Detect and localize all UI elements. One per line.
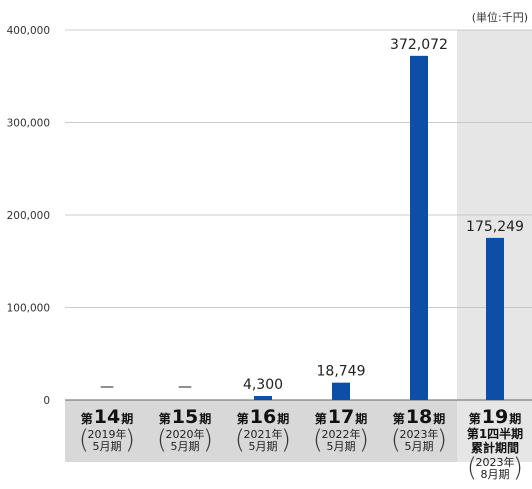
value-label: 175,249: [466, 219, 524, 235]
paren-right: ): [359, 425, 369, 455]
bar: [254, 396, 272, 400]
y-tick-label: 300,000: [7, 118, 50, 130]
category-title: 第18期: [393, 406, 445, 428]
paren-right: ): [437, 425, 447, 455]
category-month: 5月期: [405, 440, 434, 453]
value-label: 4,300: [243, 377, 283, 393]
paren-left: (: [391, 425, 401, 455]
paren-right: ): [203, 425, 213, 455]
grid-lines: [65, 29, 532, 401]
category-year: 2020年: [166, 427, 205, 441]
bar: [332, 382, 350, 400]
paren-left: (: [157, 425, 167, 455]
bar: [486, 237, 504, 400]
value-label: 372,072: [390, 37, 448, 53]
category-month: 5月期: [93, 440, 122, 453]
category-year: 2023年: [400, 427, 439, 441]
category-title: 第14期: [81, 406, 133, 428]
value-label: —: [100, 379, 114, 395]
y-axis-ticks: 0 100,000 200,000 300,000 400,000: [7, 25, 50, 407]
paren-left: (: [467, 453, 477, 483]
category-title: 第16期: [237, 406, 289, 428]
category-month: 5月期: [327, 440, 356, 453]
category-extra: 第1四半期: [467, 426, 523, 441]
category-year: 2019年: [88, 427, 127, 441]
paren-right: ): [513, 453, 523, 483]
category-title: 第19期: [469, 406, 521, 428]
paren-left: (: [313, 425, 323, 455]
category-year: 2021年: [244, 427, 283, 441]
category-labels: 第14期2019年5月期()第15期2020年5月期()第16期2021年5月期…: [79, 406, 523, 483]
category-year: 2023年: [476, 455, 515, 469]
paren-right: ): [125, 425, 135, 455]
category-title: 第15期: [159, 406, 211, 428]
value-label: —: [178, 379, 192, 395]
category-extra: 累計期間: [471, 440, 519, 455]
value-labels: — — 4,300 18,749 372,072 175,249: [100, 37, 524, 395]
y-tick-label: 0: [43, 395, 50, 407]
category-month: 5月期: [171, 440, 200, 453]
paren-right: ): [281, 425, 291, 455]
y-tick-label: 400,000: [7, 25, 50, 37]
y-tick-label: 100,000: [7, 303, 50, 315]
value-label: 18,749: [317, 364, 366, 380]
unit-label: (単位:千円): [472, 10, 528, 24]
category-band: [65, 400, 457, 462]
paren-left: (: [235, 425, 245, 455]
bar: [410, 55, 428, 400]
category-month: 5月期: [249, 440, 278, 453]
category-month: 8月期: [481, 468, 510, 481]
y-tick-label: 200,000: [7, 210, 50, 222]
bars: [254, 55, 504, 400]
category-year: 2022年: [322, 427, 361, 441]
paren-left: (: [79, 425, 89, 455]
category-title: 第17期: [315, 406, 367, 428]
